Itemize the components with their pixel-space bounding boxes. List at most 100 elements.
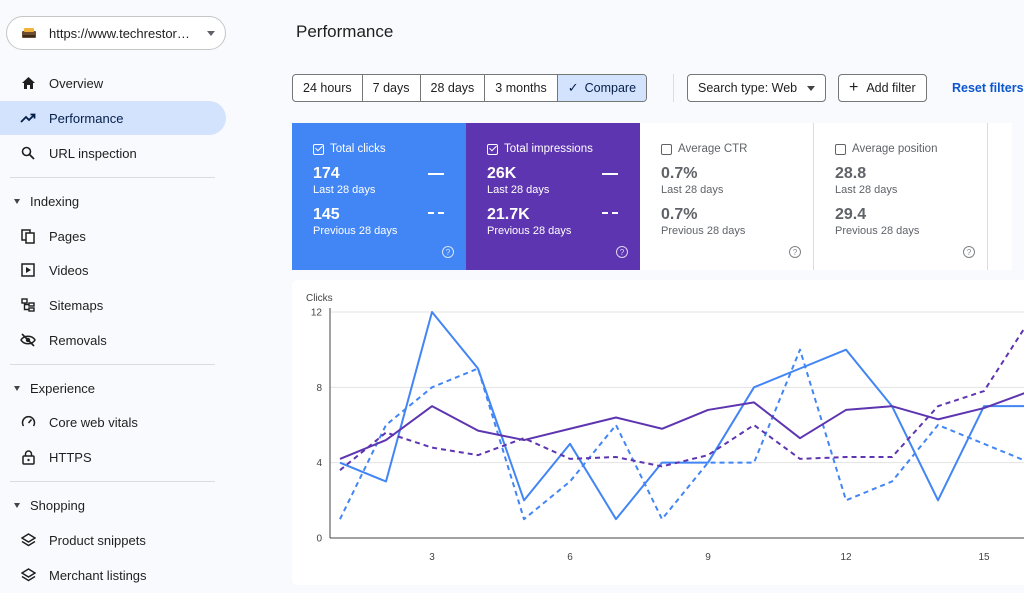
y-tick-label: 12 — [311, 308, 323, 319]
y-tick-label: 4 — [316, 458, 322, 469]
collapse-icon — [14, 502, 20, 508]
checkbox-checked-icon[interactable] — [313, 143, 324, 155]
metric-card-total-impressions[interactable]: Total impressions 26K Last 28 days 21.7K… — [466, 123, 640, 270]
page-title: Performance — [296, 22, 394, 41]
y-tick-label: 0 — [316, 534, 322, 545]
trending-up-icon — [20, 110, 36, 126]
nav-videos[interactable]: Videos — [0, 253, 226, 287]
nav-performance[interactable]: Performance — [0, 101, 226, 135]
range-3-months[interactable]: 3 months — [485, 75, 558, 101]
solid-line-legend-icon — [602, 173, 618, 175]
collapse-icon — [14, 198, 20, 204]
metric-previous-label: Previous 28 days — [313, 225, 398, 237]
series-line-4 — [339, 327, 1024, 471]
series-line-3 — [339, 392, 1024, 460]
add-filter-button[interactable]: + Add filter — [838, 74, 927, 102]
nav-overview[interactable]: Overview — [0, 66, 226, 100]
nav-merchant-listings-label: Merchant listings — [49, 567, 147, 583]
range-compare-label: Compare — [584, 81, 637, 95]
metric-previous-value: 21.7K — [487, 206, 530, 223]
metric-previous-label: Previous 28 days — [661, 225, 746, 237]
lock-icon — [20, 449, 36, 465]
metric-current-label: Last 28 days — [661, 184, 724, 196]
range-28-days[interactable]: 28 days — [421, 75, 486, 101]
metric-label: Average position — [852, 143, 938, 155]
metric-previous-label: Previous 28 days — [487, 225, 572, 237]
help-icon[interactable]: ? — [616, 246, 628, 258]
divider — [10, 364, 215, 365]
nav-product-snippets[interactable]: Product snippets — [0, 523, 226, 557]
sitemap-icon — [20, 297, 36, 313]
chart-svg: Clicks 0 4 8 12 3 6 9 12 15 — [306, 293, 1024, 563]
chevron-down-icon — [207, 30, 215, 36]
range-compare[interactable]: ✓ Compare — [557, 75, 647, 101]
metric-current-label: Last 28 days — [487, 184, 550, 196]
y-axis-label: Clicks — [306, 293, 333, 304]
nav-core-web-vitals-label: Core web vitals — [49, 414, 138, 430]
nav-pages[interactable]: Pages — [0, 219, 226, 253]
reset-filters-button[interactable]: Reset filters — [952, 81, 1024, 95]
x-tick-label: 3 — [429, 552, 435, 563]
checkbox-checked-icon[interactable] — [487, 143, 498, 155]
metric-current-value: 28.8 — [835, 165, 867, 182]
search-type-dropdown[interactable]: Search type: Web — [687, 74, 827, 102]
metric-card-average-position[interactable]: Average position 28.8 Last 28 days 29.4 … — [814, 123, 988, 270]
property-url: https://www.techrestor… — [49, 25, 190, 41]
metric-previous-value: 29.4 — [835, 206, 867, 223]
metric-label: Total clicks — [330, 143, 386, 155]
section-experience[interactable]: Experience — [0, 375, 226, 401]
nav-core-web-vitals[interactable]: Core web vitals — [0, 405, 226, 439]
section-shopping[interactable]: Shopping — [0, 492, 226, 518]
metric-label: Average CTR — [678, 143, 748, 155]
nav-url-inspection[interactable]: URL inspection — [0, 136, 226, 170]
sidebar: https://www.techrestor… Overview Perform… — [0, 0, 238, 593]
divider — [10, 481, 215, 482]
x-tick-label: 6 — [567, 552, 573, 563]
section-indexing-label: Indexing — [30, 193, 80, 209]
checkbox-unchecked-icon[interactable] — [661, 143, 672, 155]
search-type-label: Search type: Web — [698, 81, 798, 95]
nav-https[interactable]: HTTPS — [0, 440, 226, 474]
dashed-line-legend-icon — [428, 212, 444, 214]
date-range-selector: 24 hours 7 days 28 days 3 months ✓ Compa… — [292, 74, 648, 102]
property-selector[interactable]: https://www.techrestor… — [6, 16, 226, 50]
section-indexing[interactable]: Indexing — [0, 188, 226, 214]
x-tick-label: 9 — [705, 552, 711, 563]
pages-icon — [20, 228, 36, 244]
metric-current-label: Last 28 days — [835, 184, 898, 196]
nav-removals-label: Removals — [49, 332, 107, 348]
video-icon — [20, 262, 36, 278]
metric-previous-value: 145 — [313, 206, 340, 223]
plus-icon: + — [849, 79, 859, 96]
metric-previous-label: Previous 28 days — [835, 225, 920, 237]
help-icon[interactable]: ? — [963, 246, 975, 258]
metric-current-value: 26K — [487, 165, 517, 182]
help-icon[interactable]: ? — [789, 246, 801, 258]
nav-merchant-listings[interactable]: Merchant listings — [0, 558, 226, 592]
check-icon: ✓ — [567, 80, 579, 95]
nav-performance-label: Performance — [49, 110, 124, 126]
metric-previous-value: 0.7% — [661, 206, 698, 223]
nav-https-label: HTTPS — [49, 449, 92, 465]
x-tick-label: 15 — [978, 552, 990, 563]
metric-current-label: Last 28 days — [313, 184, 376, 196]
chevron-down-icon — [807, 85, 816, 91]
search-icon — [20, 145, 36, 161]
home-icon — [20, 75, 36, 91]
nav-removals[interactable]: Removals — [0, 323, 226, 357]
help-icon[interactable]: ? — [442, 246, 454, 258]
range-24-hours[interactable]: 24 hours — [293, 75, 363, 101]
series-line-2 — [339, 348, 1024, 521]
metric-card-total-clicks[interactable]: Total clicks 174 Last 28 days 145 Previo… — [292, 123, 466, 270]
metric-current-value: 0.7% — [661, 165, 698, 182]
nav-sitemaps[interactable]: Sitemaps — [0, 288, 226, 322]
nav-sitemaps-label: Sitemaps — [49, 297, 104, 313]
metric-current-value: 174 — [313, 165, 340, 182]
layers-icon — [20, 532, 36, 548]
nav-videos-label: Videos — [49, 262, 89, 278]
metric-card-average-ctr[interactable]: Average CTR 0.7% Last 28 days 0.7% Previ… — [640, 123, 814, 270]
nav-product-snippets-label: Product snippets — [49, 532, 146, 548]
speed-gauge-icon — [20, 414, 36, 430]
checkbox-unchecked-icon[interactable] — [835, 143, 846, 155]
range-7-days[interactable]: 7 days — [363, 75, 421, 101]
